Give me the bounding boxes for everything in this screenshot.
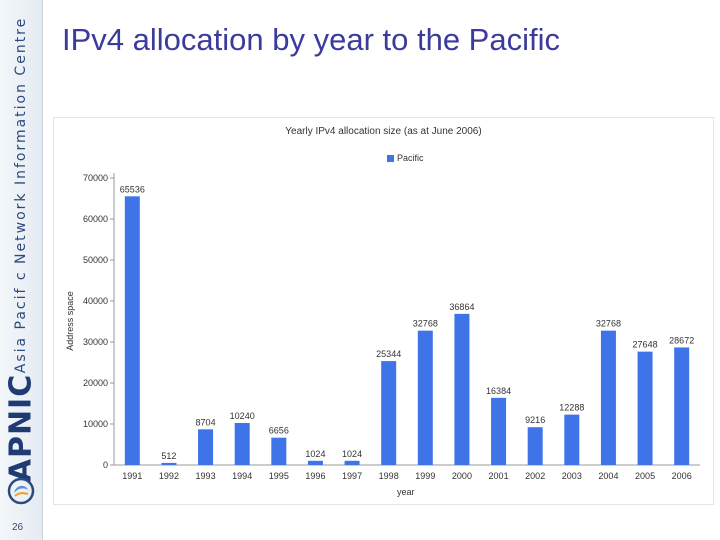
bar — [271, 437, 287, 465]
data-label: 12288 — [559, 403, 584, 413]
data-label: 32768 — [413, 319, 438, 329]
bar — [600, 330, 616, 465]
data-label: 32768 — [596, 319, 621, 329]
y-tick-label: 60000 — [83, 214, 108, 224]
data-label: 512 — [161, 451, 176, 461]
data-label: 36864 — [449, 302, 474, 312]
bar — [161, 462, 177, 465]
bar — [527, 427, 543, 465]
x-tick-label: 2001 — [489, 471, 509, 481]
x-tick-label: 1993 — [196, 471, 216, 481]
x-tick-label: 1996 — [305, 471, 325, 481]
x-tick-label: 2004 — [598, 471, 618, 481]
data-label: 10240 — [230, 411, 255, 421]
data-label: 6656 — [269, 426, 289, 436]
organization-name: Asia Pacif c Network Information Centre — [13, 16, 29, 374]
bar — [491, 397, 507, 465]
legend-swatch — [387, 155, 394, 163]
data-label: 65536 — [120, 184, 145, 194]
bar — [564, 414, 580, 465]
y-tick-label: 70000 — [83, 173, 108, 183]
bar — [307, 460, 323, 465]
x-tick-label: 2002 — [525, 471, 545, 481]
y-tick-label: 40000 — [83, 296, 108, 306]
data-label: 27648 — [633, 340, 658, 350]
y-tick-label: 50000 — [83, 255, 108, 265]
x-tick-label: 1999 — [415, 471, 435, 481]
bar-chart: 0 10000 20000 30000 40000 50000 60000 70000 1991… — [83, 173, 700, 481]
y-tick-label: 20000 — [83, 378, 108, 388]
data-label: 8704 — [196, 417, 216, 427]
bar — [344, 460, 360, 465]
y-tick-label: 10000 — [83, 419, 108, 429]
data-label: 16384 — [486, 386, 511, 396]
x-tick-label: 1994 — [232, 471, 252, 481]
y-tick-label: 30000 — [83, 337, 108, 347]
x-axis-label: year — [397, 487, 415, 497]
bar — [234, 423, 250, 465]
apnic-swirl-icon — [7, 477, 35, 505]
legend: Pacific — [387, 153, 424, 163]
legend-label: Pacific — [397, 153, 424, 163]
data-label: 1024 — [342, 449, 362, 459]
bar — [674, 347, 690, 465]
x-tick-label: 1995 — [269, 471, 289, 481]
bar — [637, 351, 653, 465]
x-tick-label: 2006 — [672, 471, 692, 481]
bar — [198, 429, 214, 465]
x-tick-label: 2000 — [452, 471, 472, 481]
slide-title: IPv4 allocation by year to the Pacific — [62, 22, 560, 57]
x-tick-label: 1991 — [122, 471, 142, 481]
bar — [381, 361, 397, 465]
bar — [417, 330, 433, 465]
x-tick-label: 1992 — [159, 471, 179, 481]
data-label: 28672 — [669, 335, 694, 345]
y-axis-label: Address space — [65, 291, 75, 351]
x-tick-label: 2005 — [635, 471, 655, 481]
x-tick-label: 1998 — [379, 471, 399, 481]
data-label: 25344 — [376, 349, 401, 359]
bar — [124, 196, 140, 465]
page-number: 26 — [12, 522, 24, 533]
chart-title: Yearly IPv4 allocation size (as at June … — [285, 126, 482, 137]
chart-panel: 0 10000 20000 30000 40000 50000 60000 70000 1991… — [53, 117, 714, 505]
sidebar-band: Asia Pacif c Network Information Centre … — [0, 0, 43, 540]
x-tick-label: 2003 — [562, 471, 582, 481]
y-tick-label: 0 — [103, 460, 108, 470]
bar — [454, 313, 470, 465]
apnic-logo-text: APNIC — [3, 373, 39, 483]
data-label: 9216 — [525, 415, 545, 425]
x-tick-label: 1997 — [342, 471, 362, 481]
data-label: 1024 — [305, 449, 325, 459]
